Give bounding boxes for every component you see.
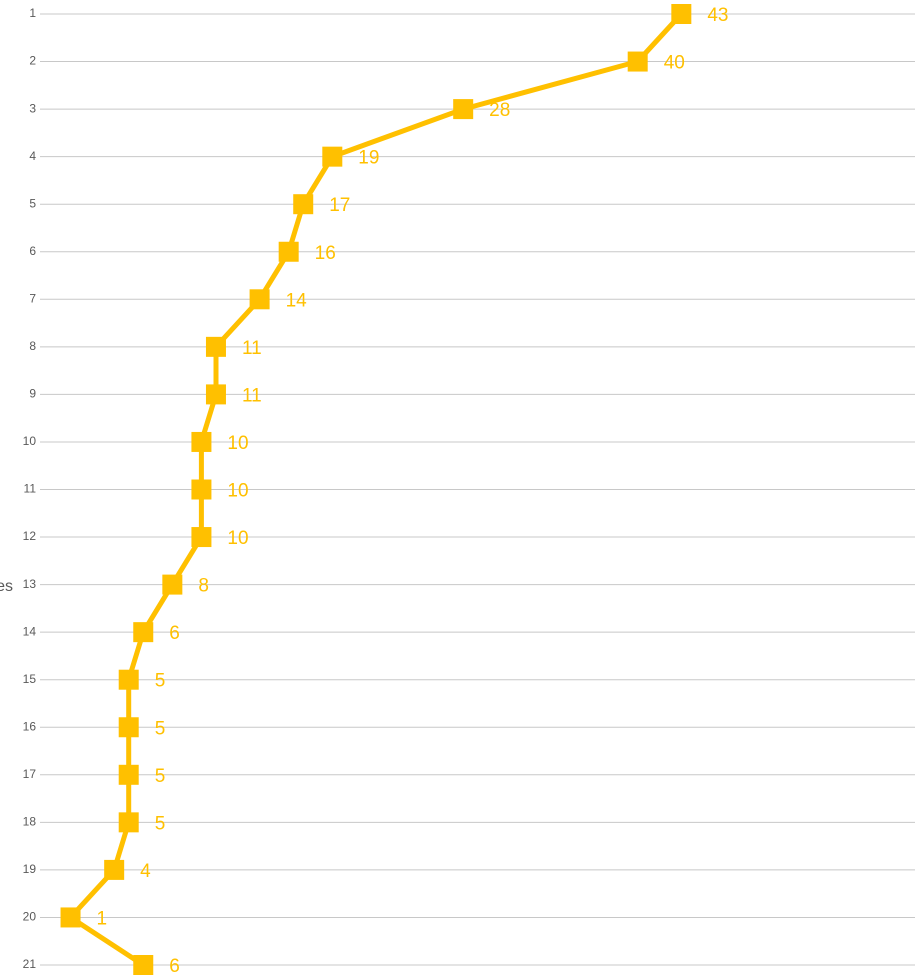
category-tick-label: 5	[29, 196, 36, 210]
category-tick-label: 2	[29, 54, 36, 68]
data-point-marker	[191, 479, 212, 500]
category-tick-label: 18	[23, 815, 37, 829]
data-point-marker	[118, 669, 139, 690]
data-point-marker	[133, 955, 154, 975]
data-point-marker	[627, 51, 648, 72]
data-point-marker	[162, 574, 183, 595]
data-point-marker	[104, 859, 125, 880]
data-point-marker	[249, 289, 270, 310]
category-tick-label: 4	[29, 149, 36, 163]
data-label: 6	[169, 956, 180, 977]
data-label: 8	[198, 576, 209, 597]
data-point-marker	[191, 527, 212, 548]
data-point-marker	[322, 146, 343, 167]
data-label: 11	[242, 338, 262, 359]
data-label: 10	[227, 481, 248, 502]
data-label: 19	[358, 148, 379, 169]
data-point-marker	[191, 431, 212, 452]
data-label: 10	[227, 528, 248, 549]
category-tick-label: 7	[29, 291, 36, 305]
category-tick-label: 6	[29, 244, 36, 258]
data-point-marker	[118, 812, 139, 833]
category-tick-label: 9	[29, 387, 36, 401]
data-label: 5	[155, 813, 166, 834]
data-label: 40	[664, 53, 685, 74]
data-point-marker	[205, 336, 226, 357]
data-label: 5	[155, 766, 166, 787]
data-label: 14	[286, 290, 308, 311]
data-label: 4	[140, 861, 151, 882]
data-point-marker	[205, 384, 226, 405]
category-tick-label: 14	[23, 624, 37, 638]
data-label: 5	[155, 718, 166, 739]
data-point-marker	[671, 4, 692, 24]
data-point-marker	[60, 907, 81, 928]
category-tick-label: 10	[23, 434, 37, 448]
category-tick-label: 15	[23, 672, 37, 686]
data-label: 5	[155, 671, 166, 692]
category-tick-label: 16	[23, 719, 37, 733]
category-tick-label: 12	[23, 529, 37, 543]
category-tick-label: 1	[29, 6, 36, 20]
category-tick-label: 11	[24, 482, 37, 496]
category-tick-label: 3	[29, 101, 36, 115]
data-point-marker	[278, 241, 299, 262]
data-label: 16	[315, 243, 336, 264]
data-point-marker	[293, 194, 314, 215]
data-point-marker	[118, 764, 139, 785]
category-tick-label: 13	[23, 577, 37, 591]
category-tick-label: 20	[23, 910, 37, 924]
data-point-marker	[133, 622, 154, 643]
data-label: 1	[97, 908, 108, 929]
category-tick-label: 21	[23, 957, 37, 971]
series-markers	[60, 4, 692, 975]
data-label: 17	[329, 195, 350, 216]
category-tick-label: 19	[23, 862, 37, 876]
category-tick-label: 17	[23, 767, 37, 781]
data-label: 10	[227, 433, 248, 454]
data-label: 11	[242, 385, 262, 406]
data-point-marker	[118, 717, 139, 738]
axis-title: es	[0, 578, 13, 595]
data-label: 6	[169, 623, 180, 644]
data-label: 28	[489, 100, 510, 121]
data-label: 43	[707, 5, 728, 26]
category-tick-label: 8	[29, 339, 36, 353]
data-point-marker	[453, 99, 474, 120]
gridlines	[40, 13, 915, 966]
